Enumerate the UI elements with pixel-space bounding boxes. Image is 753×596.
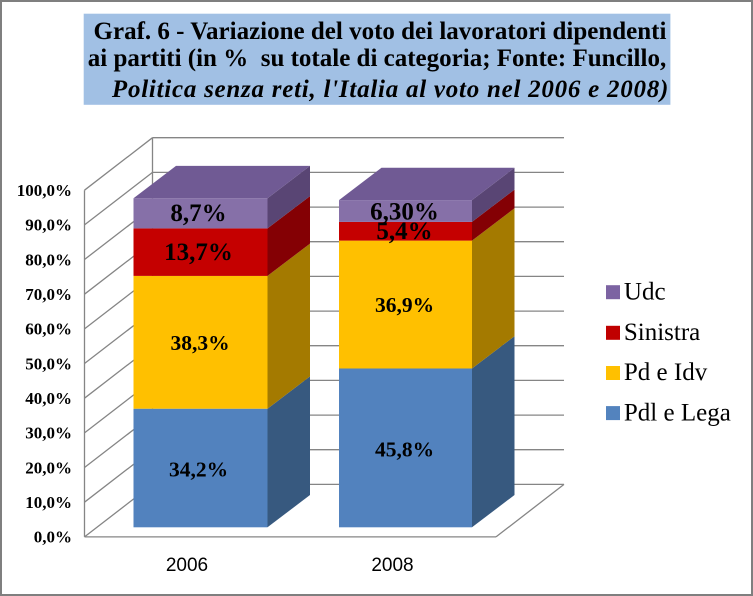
- svg-text:Politica senza reti, l'Italia: Politica senza reti, l'Italia al voto ne…: [111, 76, 669, 103]
- svg-text:2008: 2008: [371, 555, 413, 576]
- svg-text:36,9%: 36,9%: [375, 293, 434, 317]
- svg-text:2006: 2006: [166, 555, 208, 576]
- svg-text:50,0%: 50,0%: [25, 354, 72, 373]
- svg-text:38,3%: 38,3%: [170, 331, 229, 355]
- svg-text:40,0%: 40,0%: [25, 389, 72, 408]
- svg-text:Sinistra: Sinistra: [624, 319, 700, 346]
- svg-text:60,0%: 60,0%: [25, 320, 72, 339]
- svg-text:6,30%: 6,30%: [370, 199, 439, 226]
- svg-text:90,0%: 90,0%: [25, 216, 72, 235]
- svg-text:Pdl e Lega: Pdl e Lega: [624, 399, 731, 426]
- svg-text:0,0%: 0,0%: [34, 528, 72, 547]
- svg-text:Pd e Idv: Pd e Idv: [624, 359, 708, 386]
- svg-text:34,2%: 34,2%: [169, 458, 228, 482]
- svg-text:70,0%: 70,0%: [25, 285, 72, 304]
- svg-text:Udc: Udc: [624, 278, 666, 305]
- svg-text:5,4%: 5,4%: [376, 218, 432, 245]
- svg-text:45,8%: 45,8%: [375, 438, 434, 462]
- svg-text:10,0%: 10,0%: [25, 493, 72, 512]
- svg-text:8,7%: 8,7%: [170, 200, 226, 227]
- svg-text:30,0%: 30,0%: [25, 424, 72, 443]
- svg-text:100,0%: 100,0%: [17, 181, 72, 200]
- svg-text:80,0%: 80,0%: [25, 250, 72, 269]
- svg-text:20,0%: 20,0%: [25, 458, 72, 477]
- svg-text:ai partiti (in % su totale di: ai partiti (in % su totale di categoria;…: [88, 45, 666, 72]
- svg-text:13,7%: 13,7%: [164, 239, 233, 266]
- svg-text:Graf. 6 - Variazione del voto: Graf. 6 - Variazione del voto dei lavora…: [94, 18, 667, 45]
